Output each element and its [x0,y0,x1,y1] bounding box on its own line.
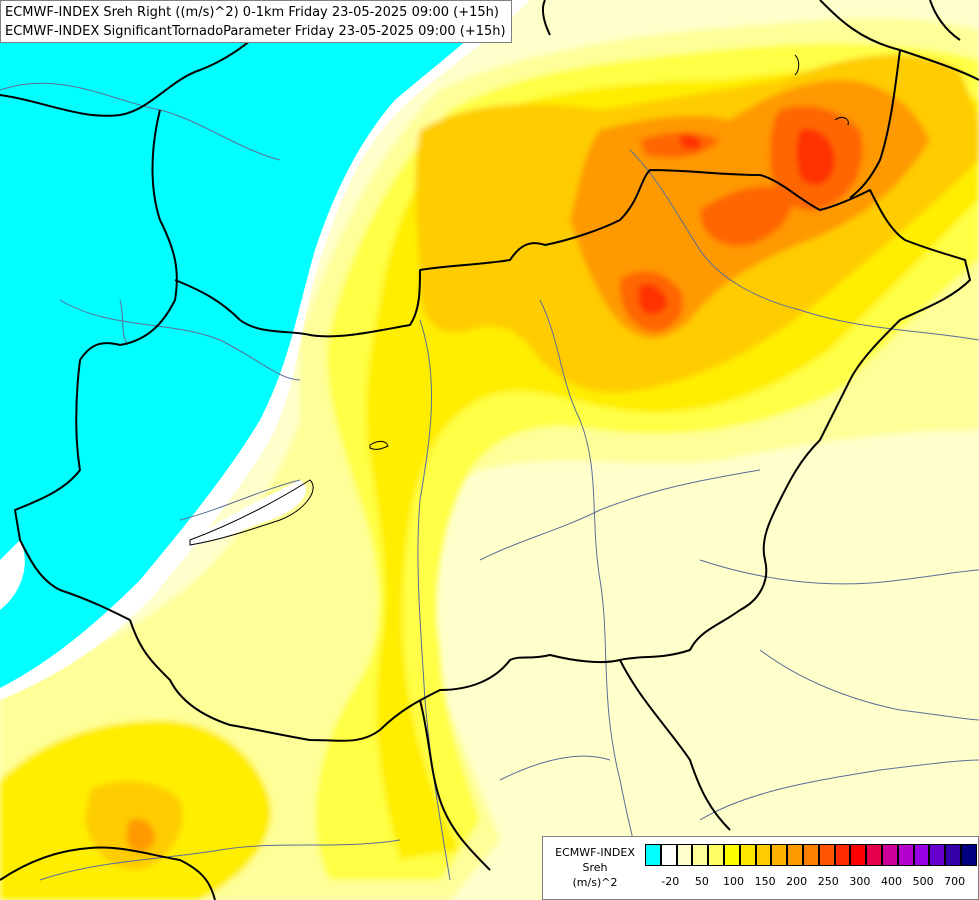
title-line-stp: ECMWF-INDEX SignificantTornadoParameter … [5,24,506,39]
legend-swatch [692,844,709,866]
legend-tick-label: 100 [722,875,744,888]
legend-unit: (m/s)^2 [572,876,618,889]
color-legend: ECMWF-INDEX Sreh (m/s)^2 -20 50 100 150 200 2… [542,836,979,900]
legend-swatch [945,844,961,866]
legend-swatch [913,844,930,866]
legend-swatch [850,844,867,866]
legend-swatch [723,844,740,866]
legend-label-block: ECMWF-INDEX Sreh (m/s)^2 [547,845,643,890]
legend-ticks: -20 50 100 150 200 250 300 400 500 700 [645,875,975,891]
legend-swatch [866,844,882,866]
legend-tick-label: -20 [661,875,680,888]
legend-swatch [818,844,835,866]
legend-swatch [660,844,677,866]
legend-tick-label: 150 [754,875,776,888]
legend-swatches [645,844,977,866]
legend-swatch [834,844,851,866]
legend-swatch [645,844,661,866]
sreh-contour-field [0,18,979,900]
legend-swatch [929,844,946,866]
legend-tick-label: 700 [944,875,966,888]
legend-swatch [708,844,724,866]
legend-swatch [676,844,693,866]
legend-tick-label: 200 [786,875,808,888]
lakes [189,54,849,546]
legend-swatch [881,844,898,866]
legend-swatch [960,844,977,866]
legend-tick-label: 500 [912,875,934,888]
negative-sreh-region [0,0,530,700]
rivers [0,82,979,900]
legend-tick-label: 400 [880,875,902,888]
legend-tick-label: 300 [849,875,871,888]
legend-swatch [771,844,788,866]
legend-swatch [787,844,803,866]
legend-variable: Sreh [582,861,608,874]
map-title-box: ECMWF-INDEX Sreh Right ((m/s)^2) 0-1km F… [0,0,512,43]
legend-tick-label: 50 [694,875,709,888]
legend-swatch [802,844,819,866]
title-line-sreh: ECMWF-INDEX Sreh Right ((m/s)^2) 0-1km F… [5,5,499,20]
legend-swatch [897,844,914,866]
legend-tick-label: 250 [817,875,839,888]
legend-model: ECMWF-INDEX [555,846,635,859]
legend-swatch [739,844,756,866]
legend-swatch [755,844,772,866]
